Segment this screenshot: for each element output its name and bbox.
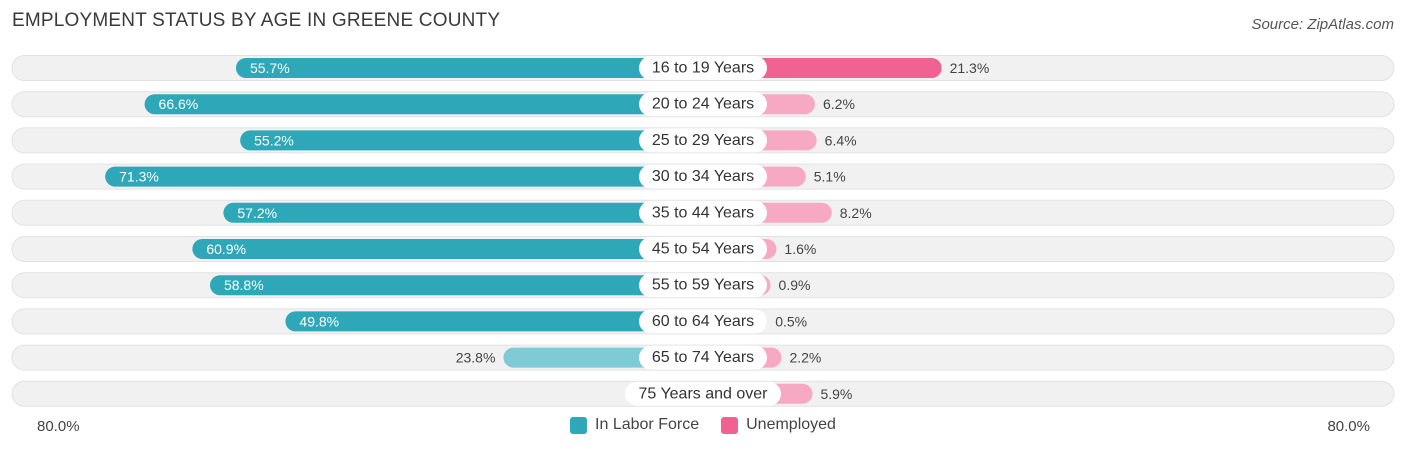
category-pill — [639, 92, 767, 117]
category-pill — [639, 309, 767, 334]
labor-force-bar — [223, 202, 704, 223]
legend-swatch-unemployed — [721, 416, 739, 434]
category-pill — [625, 381, 781, 406]
labor-force-value-label: 66.6% — [159, 96, 199, 112]
unemployed-value-label: 8.2% — [840, 205, 872, 221]
category-label: 45 to 54 Years — [652, 241, 754, 258]
legend-label-labor: In Labor Force — [595, 416, 700, 433]
labor-force-bar — [209, 275, 703, 296]
unemployed-value-label: 6.2% — [823, 96, 855, 112]
unemployed-value-label: 0.5% — [775, 313, 807, 329]
source-label: Source: ZipAtlas.com — [1251, 16, 1394, 33]
category-label: 55 to 59 Years — [652, 277, 754, 294]
category-label: 16 to 19 Years — [652, 60, 754, 77]
unemployed-value-label: 21.3% — [950, 60, 990, 76]
unemployed-value-label: 5.1% — [814, 169, 846, 185]
labor-force-bar — [192, 239, 703, 259]
labor-force-value-label: 57.2% — [237, 205, 277, 221]
chart-title: EMPLOYMENT STATUS BY AGE IN GREENE COUNT… — [12, 10, 501, 31]
legend-item-unemployed[interactable]: Unemployed — [721, 416, 836, 434]
chart-svg: 55.7% 21.3% 16 to 19 Years 66.6% 6.2% 20 to 2… — [11, 55, 1395, 407]
legend-swatch-labor — [570, 416, 588, 434]
category-label: 30 to 34 Years — [652, 168, 754, 185]
category-pill — [639, 273, 767, 298]
axis-left-label: 80.0% — [37, 418, 80, 435]
labor-force-bar — [240, 130, 703, 151]
category-pill — [639, 345, 767, 370]
labor-force-bar — [285, 311, 703, 332]
category-pill — [639, 128, 767, 153]
labor-force-bar — [105, 166, 704, 187]
category-pill — [639, 56, 767, 80]
category-pill — [639, 200, 767, 225]
legend: In Labor Force Unemployed — [0, 416, 1406, 434]
labor-force-value-label: 55.2% — [254, 132, 294, 148]
unemployed-value-label: 5.9% — [820, 386, 852, 402]
labor-force-value-label: 23.8% — [456, 350, 496, 366]
category-label: 75 Years and over — [639, 385, 769, 402]
labor-force-bar — [235, 58, 703, 78]
labor-force-value-label: 49.8% — [299, 313, 339, 329]
labor-force-value-label: 58.8% — [224, 277, 264, 293]
labor-force-value-label: 60.9% — [206, 241, 246, 257]
category-label: 65 to 74 Years — [652, 349, 754, 366]
unemployed-value-label: 6.4% — [825, 132, 857, 148]
category-pill — [639, 237, 767, 261]
unemployed-value-label: 2.2% — [789, 350, 821, 366]
category-label: 25 to 29 Years — [652, 132, 754, 149]
category-pill — [639, 164, 767, 189]
axis-right-label: 80.0% — [1327, 418, 1370, 435]
unemployed-value-label: 0.9% — [779, 277, 811, 293]
legend-label-unemployed: Unemployed — [746, 416, 836, 433]
legend-item-labor[interactable]: In Labor Force — [570, 416, 699, 434]
category-label: 20 to 24 Years — [652, 96, 754, 113]
labor-force-bar — [144, 94, 703, 115]
category-label: 60 to 64 Years — [652, 313, 754, 330]
category-label: 35 to 44 Years — [652, 204, 754, 221]
labor-force-value-label: 55.7% — [250, 60, 290, 76]
labor-force-value-label: 71.3% — [119, 169, 159, 185]
unemployed-value-label: 1.6% — [784, 241, 816, 257]
